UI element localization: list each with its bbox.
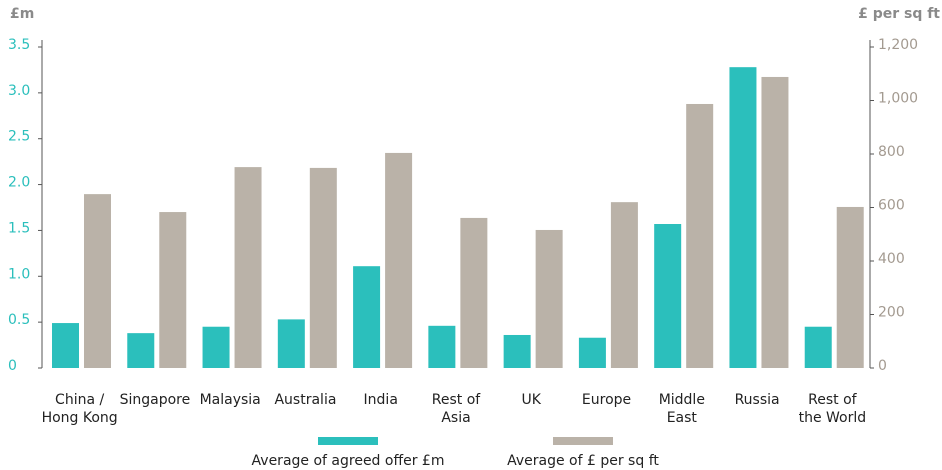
- bar: [202, 326, 230, 368]
- y-tick-label: 3.0: [8, 83, 30, 99]
- x-tick-label: Europe: [582, 392, 631, 408]
- bar: [610, 202, 638, 368]
- bar: [503, 334, 531, 368]
- legend-label: Average of agreed offer £m: [252, 453, 445, 469]
- x-tick-label: Rest of the World: [799, 392, 867, 426]
- bar: [159, 212, 187, 368]
- x-tick-label: Malaysia: [200, 392, 261, 408]
- x-tick-label: Russia: [735, 392, 780, 408]
- bar: [729, 67, 757, 369]
- x-tick-label: China / Hong Kong: [42, 392, 118, 426]
- y2-tick-label: 200: [878, 305, 905, 321]
- y-tick-label: 0: [8, 358, 17, 374]
- y-tick-label: 3.5: [8, 37, 30, 53]
- bar: [578, 337, 606, 368]
- bar: [460, 217, 488, 368]
- y-tick-label: 0.5: [8, 312, 30, 328]
- bar: [353, 266, 381, 368]
- x-tick-label: India: [364, 392, 398, 408]
- y2-tick-label: 800: [878, 144, 905, 160]
- bar: [428, 325, 456, 368]
- y-tick-label: 2.0: [8, 175, 30, 191]
- x-tick-label: Middle East: [659, 392, 705, 426]
- y-tick-label: 1.5: [8, 220, 30, 236]
- x-tick-label: Australia: [274, 392, 336, 408]
- y-axis-title: £m: [10, 6, 34, 22]
- y-tick-label: 1.0: [8, 266, 30, 282]
- bar: [535, 229, 563, 368]
- y2-tick-label: 1,000: [878, 91, 918, 107]
- bar: [277, 319, 305, 368]
- x-tick-label: Rest of Asia: [432, 392, 482, 426]
- y2-tick-label: 400: [878, 251, 905, 267]
- bar: [804, 326, 832, 368]
- y2-tick-label: 600: [878, 198, 905, 214]
- bar: [52, 323, 79, 368]
- y2-tick-label: 0: [878, 358, 887, 374]
- legend-label: Average of £ per sq ft: [507, 453, 659, 469]
- y2-axis-title: £ per sq ft: [858, 6, 940, 22]
- bar: [127, 333, 155, 368]
- x-tick-label: Singapore: [120, 392, 191, 408]
- legend-swatch: [553, 437, 613, 445]
- bar: [84, 194, 111, 368]
- bar: [836, 206, 864, 368]
- bar: [234, 167, 262, 368]
- legend-swatch: [318, 437, 378, 445]
- bar: [385, 152, 413, 368]
- x-tick-label: UK: [522, 392, 542, 408]
- bar: [686, 103, 714, 368]
- bar: [309, 167, 337, 368]
- bar: [654, 224, 682, 368]
- y2-tick-label: 1,200: [878, 37, 918, 53]
- bar: [761, 76, 789, 369]
- y-tick-label: 2.5: [8, 129, 30, 145]
